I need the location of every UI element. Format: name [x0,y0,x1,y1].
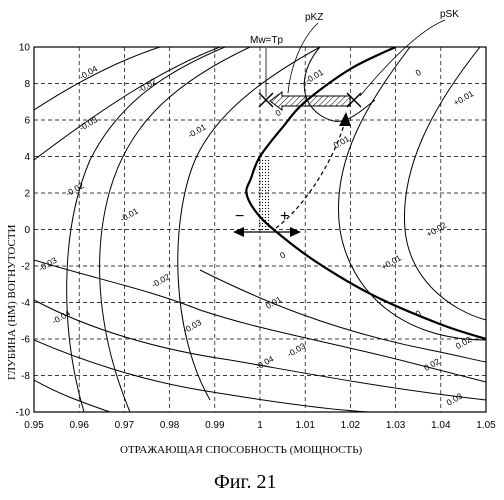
figure-caption: Фиг. 21 [214,471,276,493]
minus-sign: − [235,208,244,225]
y-tick-label: 0 [24,225,30,236]
y-tick-label: -10 [16,408,31,419]
y-tick-label: 10 [19,43,31,54]
y-tick-label: -4 [21,298,30,309]
y-tick-label: 4 [24,152,30,163]
contour-label: 0 [414,67,423,78]
contour-label: +0.02 [424,220,448,240]
pkz-leader-line [288,23,318,93]
contour-label: 0.01 [264,294,284,311]
contour-line [200,270,486,362]
double-arrow-right-head [290,227,301,237]
dashed-arrow-head [339,112,351,126]
x-tick-label: 1.04 [431,420,451,431]
x-axis-title: ОТРАЖАЮЩАЯ СПОСОБНОСТЬ (МОЩНОСТЬ) [120,444,363,456]
contour-label: -0.03 [181,317,203,335]
y-tick-label: 6 [24,116,30,127]
psk-label: pSK [440,9,459,20]
y-tick-label: -8 [21,371,30,382]
contour-label: -0.03 [77,114,99,132]
x-tick-label: 1.01 [295,420,315,431]
contour-label: -0.02 [150,271,172,289]
contour-label: 0.02 [454,334,474,351]
contour-label: +0.01 [452,88,476,108]
contour-line [404,47,486,320]
contour-label: -0.03 [37,255,59,273]
x-tick-label: 0.95 [24,420,44,431]
contour-line [34,47,220,160]
contour-label: -0.01 [186,122,208,140]
y-tick-label: 2 [24,189,30,200]
y-tick-label: -6 [21,335,30,346]
contour-label: -0.02 [136,76,158,94]
contour-label: 0.02 [422,356,442,373]
contour-line [34,47,160,110]
y-axis-title: ГЛУБИНА (НМ) ВОГНУТОСТИ [6,224,18,380]
x-tick-label: 0.96 [69,420,89,431]
x-tick-label: 0.99 [205,420,225,431]
plus-sign: + [280,208,289,225]
x-tick-label: 1.02 [341,420,361,431]
contour-label: -0.04 [50,308,72,326]
pkz-label: pKZ [305,12,323,23]
contour-label: -0.02 [64,180,86,198]
x-tick-label: 1.03 [386,420,406,431]
double-arrow-left-head [233,227,244,237]
x-tick-label: 1.05 [476,420,496,431]
hatched-arrow [270,92,350,110]
x-tick-label: 1 [257,420,263,431]
contour-label: -0.04 [254,353,276,371]
y-tick-label: -2 [21,262,30,273]
dotted-region [258,160,271,230]
mw-label: Mw=Tp [250,35,284,46]
y-tick-label: 8 [24,79,30,90]
contour-label: 0 [278,249,287,260]
contour-label: 0.03 [445,391,465,408]
contour-label: -0.04 [77,63,99,81]
x-tick-label: 0.97 [115,420,135,431]
contour-line [34,380,110,412]
contour-label: -0.03 [285,341,307,359]
contour-label: -0.01 [118,206,140,224]
contour-line [304,47,375,121]
contour-labels: -0.04-0.03-0.02-0.02-0.01-0.01-0.0100000… [37,63,476,407]
contour-label: +0.01 [379,253,403,273]
x-tick-labels: 0.95 0.96 0.97 0.98 0.99 1 1.01 1.02 1.03 1.04 1.0… [24,420,496,431]
x-tick-label: 0.98 [160,420,180,431]
